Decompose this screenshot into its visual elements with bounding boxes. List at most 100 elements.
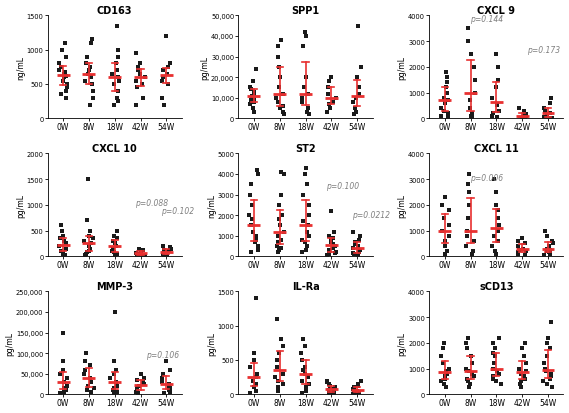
Point bbox=[299, 85, 308, 92]
Y-axis label: ng/mL: ng/mL bbox=[16, 56, 25, 80]
Point bbox=[463, 39, 472, 45]
Point bbox=[131, 51, 141, 57]
Point bbox=[58, 330, 67, 336]
Point bbox=[521, 112, 530, 119]
Point bbox=[112, 243, 121, 250]
Point bbox=[465, 381, 475, 387]
Point bbox=[463, 228, 472, 234]
Point bbox=[58, 233, 67, 240]
Point bbox=[86, 75, 95, 81]
Point bbox=[56, 223, 65, 229]
Point bbox=[112, 95, 121, 102]
Point bbox=[59, 358, 68, 365]
Text: p=0.006: p=0.006 bbox=[471, 173, 504, 182]
Point bbox=[58, 251, 67, 257]
Point bbox=[245, 363, 254, 370]
Point bbox=[273, 44, 282, 50]
Point bbox=[252, 66, 261, 73]
Point bbox=[110, 240, 119, 247]
Point bbox=[349, 251, 358, 258]
Point bbox=[59, 389, 68, 396]
Point bbox=[275, 75, 284, 81]
Point bbox=[110, 309, 119, 316]
Point bbox=[514, 251, 523, 257]
Point bbox=[304, 202, 313, 209]
Point bbox=[278, 370, 287, 377]
Point bbox=[85, 246, 94, 252]
Point bbox=[298, 249, 307, 256]
Point bbox=[443, 248, 452, 255]
Point bbox=[298, 389, 307, 396]
Point bbox=[298, 99, 307, 106]
Point bbox=[279, 381, 288, 387]
Point bbox=[492, 251, 501, 257]
Text: p=0.106: p=0.106 bbox=[146, 350, 179, 359]
Point bbox=[84, 233, 93, 240]
Point bbox=[250, 99, 259, 106]
Point bbox=[519, 111, 529, 117]
Point bbox=[158, 75, 167, 81]
Point bbox=[110, 385, 119, 392]
Point bbox=[546, 247, 555, 254]
Point bbox=[348, 229, 357, 235]
Point bbox=[159, 102, 168, 109]
Point bbox=[439, 381, 448, 387]
Point bbox=[351, 105, 360, 112]
Point bbox=[88, 88, 97, 95]
Point bbox=[516, 383, 525, 390]
Point bbox=[354, 243, 363, 250]
Point bbox=[159, 68, 168, 74]
Point bbox=[324, 79, 333, 85]
Point bbox=[327, 208, 336, 215]
Point bbox=[489, 111, 498, 117]
Point bbox=[354, 91, 364, 97]
Point bbox=[302, 229, 311, 235]
Point bbox=[349, 386, 358, 392]
Point bbox=[250, 384, 259, 391]
Point bbox=[354, 85, 363, 92]
Point bbox=[331, 249, 340, 256]
Point bbox=[114, 75, 123, 81]
Point bbox=[274, 54, 283, 61]
Point bbox=[301, 384, 310, 391]
Point bbox=[354, 388, 364, 395]
Point bbox=[133, 64, 142, 71]
Point bbox=[351, 95, 360, 102]
Point bbox=[162, 253, 171, 259]
Point bbox=[329, 390, 339, 397]
Point bbox=[464, 368, 473, 375]
Point bbox=[279, 112, 288, 118]
Point bbox=[246, 223, 255, 229]
Point bbox=[302, 165, 311, 172]
Point bbox=[355, 233, 364, 240]
Point bbox=[277, 169, 286, 176]
Point bbox=[246, 85, 255, 92]
Point bbox=[464, 378, 473, 385]
Point bbox=[490, 248, 499, 255]
Title: CD163: CD163 bbox=[97, 5, 133, 16]
Point bbox=[253, 171, 262, 178]
Point bbox=[61, 95, 70, 102]
Point bbox=[329, 229, 339, 235]
Point bbox=[351, 241, 360, 248]
Point bbox=[494, 335, 504, 341]
Point bbox=[86, 240, 96, 247]
Point bbox=[302, 243, 311, 250]
Point bbox=[80, 358, 89, 365]
Point bbox=[324, 101, 333, 108]
Point bbox=[302, 247, 311, 254]
Title: ST2: ST2 bbox=[295, 143, 316, 153]
Point bbox=[253, 167, 262, 174]
Point bbox=[60, 252, 69, 259]
Point bbox=[299, 218, 308, 225]
Point bbox=[278, 212, 287, 219]
Point bbox=[87, 81, 96, 88]
Point bbox=[60, 385, 69, 392]
Point bbox=[54, 68, 63, 74]
Point bbox=[63, 85, 72, 92]
Point bbox=[354, 249, 364, 256]
Point bbox=[86, 379, 96, 385]
Point bbox=[514, 247, 523, 254]
Point bbox=[490, 345, 500, 351]
Point bbox=[301, 370, 310, 377]
